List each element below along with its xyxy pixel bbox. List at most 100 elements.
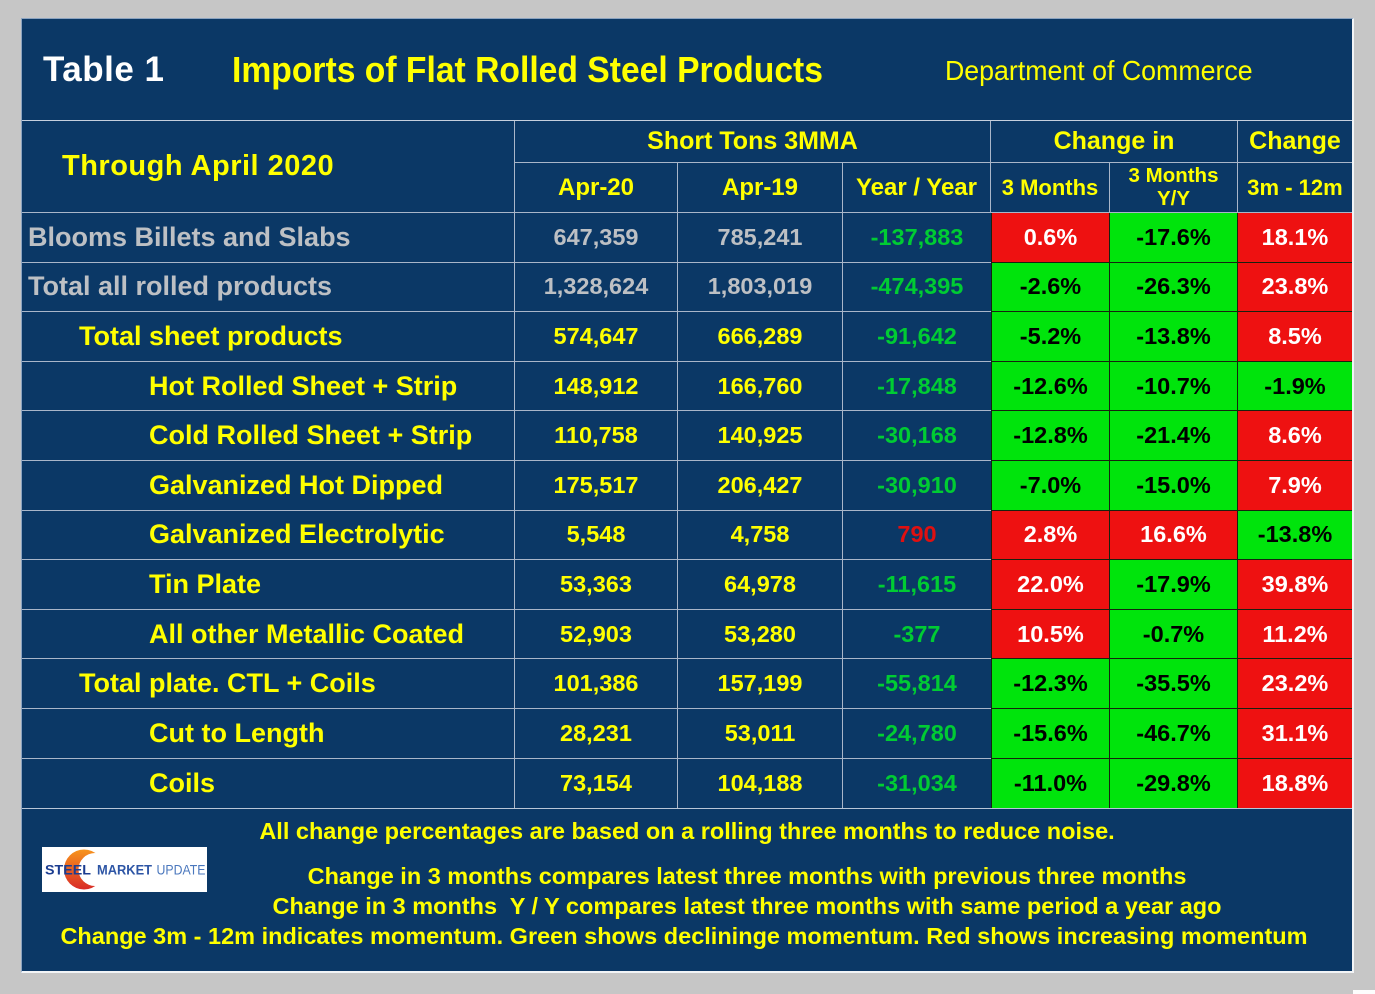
cell-change-3-months-yy: -13.8% [1110,312,1238,362]
group-header-change-in: Change in [991,121,1238,163]
cell-change-3-months-yy: -15.0% [1110,460,1238,511]
cell-change-3-months: -5.2% [991,312,1110,362]
row-label: All other Metallic Coated [22,610,514,660]
data-source-label: Department of Commerce [945,55,1253,86]
footnote-line-3: Change in 3 months Y / Y compares latest… [272,893,1222,919]
cell-year-year: 790 [843,511,991,561]
cell-change-3-months-yy: -17.6% [1110,213,1238,263]
cell-change-3-months-yy: -21.4% [1110,411,1238,461]
cell-change-3-months-yy: -17.9% [1110,560,1238,610]
cell-change-3-months-yy: -10.7% [1110,361,1238,412]
cell-change-3m-12m: 23.2% [1238,659,1352,709]
cell-change-3m-12m: 39.8% [1238,560,1352,610]
column-header-3m-12m: 3m - 12m [1238,163,1352,213]
group-header-change: Change [1238,121,1352,163]
cell-change-3-months: 22.0% [991,560,1110,610]
cell-apr20: 148,912 [514,361,678,412]
logo-word-market: MARKET [97,863,153,878]
column-header-year-year: Year / Year [843,163,991,213]
cell-apr20: 175,517 [514,460,678,511]
cell-change-3-months: -12.8% [991,411,1110,461]
cell-change-3m-12m: 18.1% [1238,213,1352,263]
cell-apr20: 52,903 [514,609,678,660]
cell-change-3-months: -7.0% [991,460,1110,511]
cell-year-year: -91,642 [843,312,991,362]
cell-apr19: 1,803,019 [678,262,843,313]
row-label: Cold Rolled Sheet + Strip [22,411,514,461]
row-label: Hot Rolled Sheet + Strip [22,362,514,412]
cell-change-3-months: -15.6% [991,708,1110,759]
cell-apr19: 666,289 [678,312,843,362]
cell-change-3-months: -12.6% [991,361,1110,412]
cell-change-3-months: 0.6% [991,213,1110,263]
cell-apr20: 647,359 [514,213,678,263]
steel-market-update-logo: STEEL MARKET UPDATE [42,847,207,892]
column-header-apr19: Apr-19 [678,163,843,213]
column-header-3-months-yy-line1: 3 Months [1128,163,1219,187]
cell-apr19: 157,199 [678,659,843,709]
cell-year-year: -30,910 [843,461,991,511]
cell-apr20: 53,363 [514,560,678,610]
footnote-line-1: All change percentages are based on a ro… [259,818,1115,844]
cell-change-3m-12m: 8.6% [1238,411,1352,461]
cell-year-year: -30,168 [843,411,991,461]
cell-year-year: -11,615 [843,560,991,610]
cell-change-3-months: -2.6% [991,262,1110,313]
cell-change-3-months: 10.5% [991,609,1110,660]
row-label: Tin Plate [22,560,514,610]
cell-change-3-months: 2.8% [991,510,1110,561]
logo-word-update: UPDATE [157,863,206,878]
cell-change-3m-12m: 31.1% [1238,708,1352,759]
cell-year-year: -474,395 [843,263,991,313]
logo-word-steel: STEEL [45,863,91,878]
cell-change-3m-12m: -1.9% [1238,361,1352,412]
column-header-3-months: 3 Months [991,163,1110,213]
title-band: Table 1 Imports of Flat Rolled Steel Pro… [22,19,1352,120]
cell-apr19: 4,758 [678,510,843,561]
row-label: Cut to Length [22,709,514,759]
cell-apr20: 5,548 [514,510,678,561]
row-label: Galvanized Hot Dipped [22,461,514,511]
group-header-short-tons: Short Tons 3MMA [514,121,991,163]
cell-change-3-months: -11.0% [991,758,1110,809]
cell-apr19: 206,427 [678,460,843,511]
column-header-3-months-yy: 3 Months Y/Y [1110,163,1238,213]
row-label: Total sheet products [22,312,514,362]
cell-change-3m-12m: 23.8% [1238,262,1352,313]
table-number-label: Table 1 [43,50,165,89]
cell-apr20: 73,154 [514,758,678,809]
cell-apr19: 53,280 [678,609,843,660]
cell-change-3-months-yy: 16.6% [1110,510,1238,561]
cell-year-year: -31,034 [877,769,957,796]
row-label: Total plate. CTL + Coils [22,659,514,709]
cell-apr19: 53,011 [678,708,843,759]
period-header-cell: Through April 2020 [22,121,514,213]
cell-change-3-months: -12.3% [991,659,1110,709]
cell-year-year: -17,848 [843,362,991,412]
cell-change-3-months-yy: -46.7% [1110,708,1238,759]
page-title: Imports of Flat Rolled Steel Products [232,49,823,90]
cell-change-3m-12m: 8.5% [1238,312,1352,362]
cell-apr19: 104,188 [678,758,843,809]
footnote-line-2: Change in 3 months compares latest three… [307,863,1187,889]
cell-apr19: 64,978 [678,560,843,610]
cell-apr20: 1,328,624 [514,262,678,313]
row-label: Total all rolled products [22,263,514,313]
cell-change-3-months-yy: -0.7% [1110,609,1238,660]
row-label: Coils [149,767,216,798]
cell-year-year: -24,780 [843,709,991,759]
cell-apr19: 140,925 [678,411,843,461]
cell-apr20: 110,758 [514,411,678,461]
cell-change-3m-12m: -13.8% [1238,510,1352,561]
cell-apr20: 101,386 [514,659,678,709]
cell-change-3-months-yy: -29.8% [1110,758,1238,809]
cell-change-3m-12m: 7.9% [1238,460,1352,511]
cell-year-year: -377 [843,610,991,660]
window-corner-chip [1353,990,1375,994]
cell-apr19: 785,241 [678,213,843,263]
column-header-3-months-yy-line2: Y/Y [1156,186,1191,210]
cell-year-year: -55,814 [843,659,991,709]
cell-change-3m-12m: 11.2% [1238,609,1352,660]
cell-change-3-months-yy: -26.3% [1110,262,1238,313]
